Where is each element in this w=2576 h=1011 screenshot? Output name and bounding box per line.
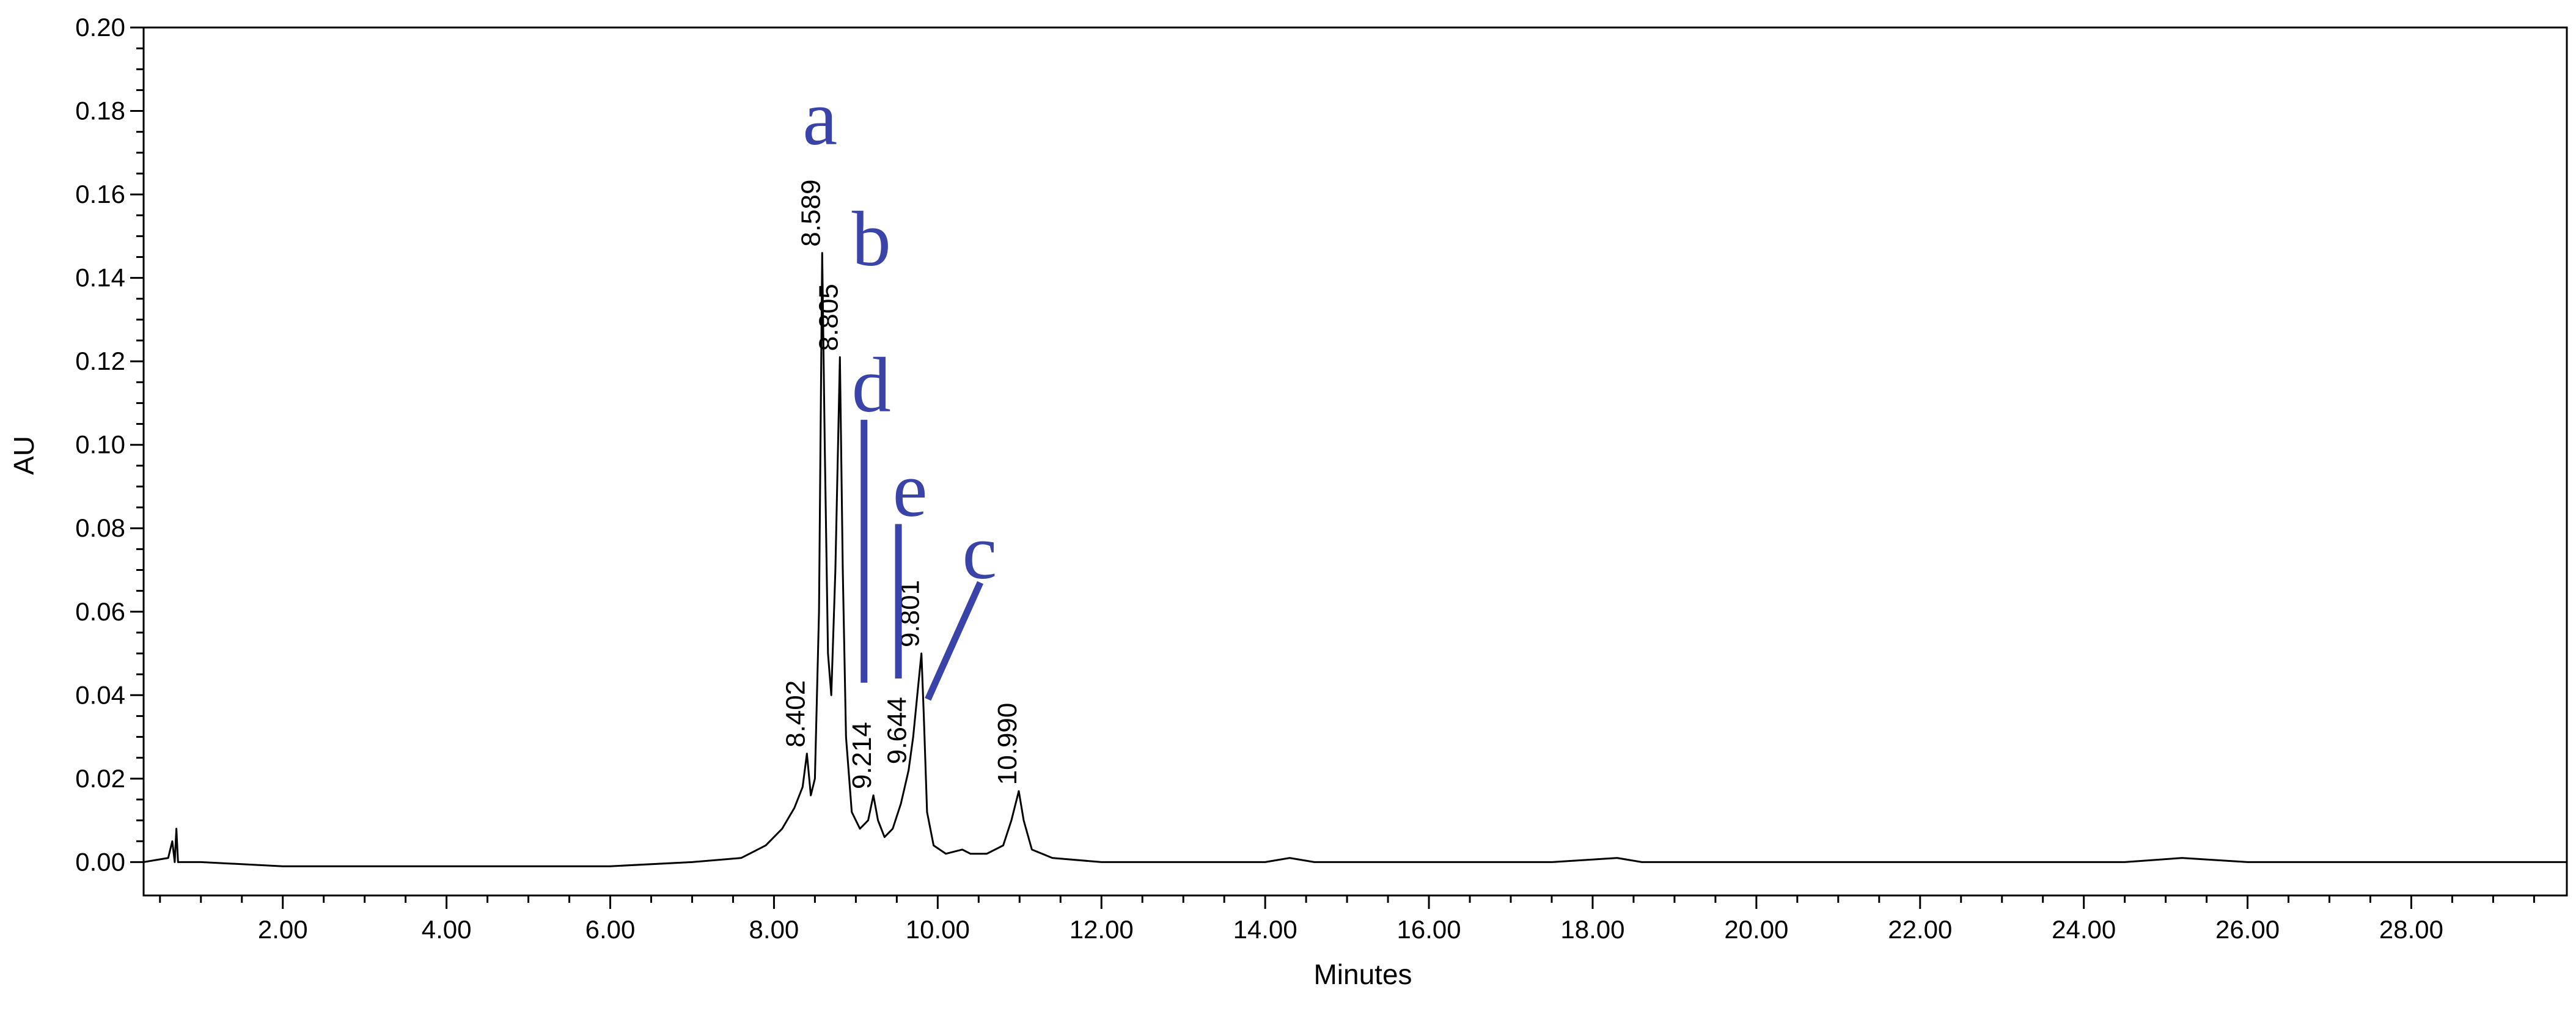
- peak-label: 8.805: [813, 284, 843, 351]
- y-tick-label: 0.14: [75, 263, 125, 292]
- annotation-lines: [861, 419, 984, 701]
- x-tick-label: 6.00: [585, 915, 636, 944]
- x-tick-label: 28.00: [2379, 915, 2443, 944]
- y-tick-label: 0.04: [75, 680, 125, 709]
- x-tick-label: 24.00: [2052, 915, 2116, 944]
- y-tick-label: 0.20: [75, 13, 125, 42]
- x-tick-label: 22.00: [1888, 915, 1952, 944]
- y-tick-label: 0.16: [75, 180, 125, 208]
- y-tick-label: 0.00: [75, 847, 125, 876]
- annotation-letter: b: [852, 196, 891, 282]
- chromatogram-trace: [143, 252, 2567, 867]
- peak-label: 10.990: [993, 703, 1022, 785]
- y-tick-label: 0.08: [75, 513, 125, 542]
- x-tick-label: 26.00: [2215, 915, 2280, 944]
- y-tick-label: 0.18: [75, 97, 125, 125]
- peak-label: 9.644: [883, 697, 912, 764]
- x-axis-ticks: 2.00 4.00 6.00 8.00 10.00 12.00 14.00 16.00 18.0…: [159, 895, 2535, 944]
- y-tick-label: 0.06: [75, 597, 125, 626]
- x-tick-label: 10.00: [906, 915, 970, 944]
- annotation-line: [925, 581, 984, 701]
- x-tick-label: 14.00: [1233, 915, 1297, 944]
- x-tick-label: 2.00: [258, 915, 308, 944]
- peak-label: 8.589: [796, 180, 826, 247]
- peak-label: 8.402: [780, 680, 810, 748]
- y-axis-ticks: 0.00 0.02 0.04 0.06 0.08 0.10 0.12 0.14 0.16 0.18…: [75, 13, 144, 876]
- plot-area-frame: [142, 26, 2568, 897]
- x-tick-label: 20.00: [1724, 915, 1788, 944]
- annotation-letter: c: [963, 509, 997, 595]
- y-tick-label: 0.12: [75, 347, 125, 375]
- annotation-letter: e: [893, 446, 928, 533]
- y-axis-label: AU: [8, 436, 40, 475]
- x-tick-label: 8.00: [749, 915, 799, 944]
- x-tick-label: 12.00: [1070, 915, 1134, 944]
- annotation-letter: d: [852, 342, 891, 428]
- annotation-letter: a: [802, 75, 837, 161]
- x-tick-label: 4.00: [422, 915, 472, 944]
- peak-label: 9.214: [847, 722, 877, 789]
- x-tick-label: 18.00: [1560, 915, 1624, 944]
- x-axis-label: Minutes: [1313, 958, 1412, 990]
- x-tick-label: 16.00: [1397, 915, 1461, 944]
- y-tick-label: 0.10: [75, 430, 125, 459]
- y-tick-label: 0.02: [75, 764, 125, 793]
